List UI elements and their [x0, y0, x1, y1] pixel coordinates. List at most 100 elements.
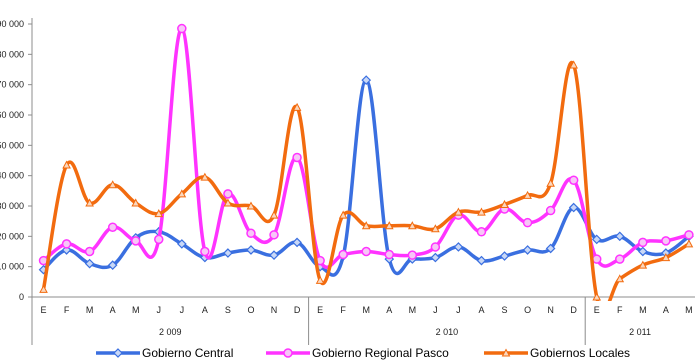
data-point: [638, 260, 648, 269]
data-point: [223, 189, 233, 199]
x-tick-label: M: [685, 305, 693, 315]
data-point: [615, 274, 625, 283]
data-point: [108, 180, 118, 189]
data-point: [177, 189, 187, 198]
x-tick-label: J: [433, 305, 438, 315]
data-point: [85, 198, 94, 207]
data-point: [568, 202, 579, 213]
data-point: [361, 75, 372, 85]
data-point: [384, 249, 395, 260]
data-point: [107, 260, 118, 270]
data-point: [315, 275, 325, 284]
data-point: [500, 199, 509, 208]
data-point: [477, 207, 486, 216]
x-tick-label: F: [64, 305, 70, 315]
data-point: [545, 205, 556, 216]
x-tick-label: E: [317, 305, 323, 315]
y-tick-label: 90 000: [0, 19, 24, 29]
data-point: [661, 253, 671, 262]
data-point: [84, 258, 95, 269]
data-point: [292, 237, 302, 248]
y-axis: 0 10 000 20 000 30 000 40 000 50 000 60 000 70 …: [0, 18, 33, 302]
data-point: [269, 250, 279, 260]
legend-swatch-marker: [283, 348, 293, 358]
x-tick-label: F: [340, 305, 346, 315]
x-group-label: 2 009: [159, 327, 182, 337]
x-tick-label: S: [502, 305, 508, 315]
data-point: [684, 230, 694, 240]
x-tick-label: N: [547, 305, 554, 315]
data-point: [569, 60, 579, 69]
x-tick-label: D: [570, 305, 577, 315]
y-tick-label: 60 000: [0, 110, 24, 120]
data-point: [39, 284, 48, 293]
y-tick-label: 10 000: [0, 262, 24, 272]
x-tick-label: O: [524, 305, 531, 315]
data-point: [637, 246, 648, 257]
x-tick-label: J: [157, 305, 162, 315]
data-point: [269, 210, 279, 219]
legend-swatch-marker: [501, 348, 511, 357]
x-axis: E F M A M J J A S O N D E F M A M J J A S O N D E F M A M 2 009 2 010 2…: [31, 296, 695, 345]
y-tick-label: 70 000: [0, 80, 24, 90]
data-point: [407, 221, 417, 230]
data-point: [223, 248, 233, 258]
x-tick-label: A: [110, 305, 116, 315]
x-tick-label: A: [478, 305, 484, 315]
data-point: [246, 245, 256, 255]
x-tick-label: F: [617, 305, 623, 315]
legend-item: Gobierno Regional Pasco: [266, 346, 449, 360]
data-point: [223, 198, 233, 207]
data-point: [545, 243, 556, 254]
legend-label: Gobierno Regional Pasco: [312, 346, 449, 360]
data-point: [176, 239, 187, 249]
x-tick-label: E: [41, 305, 47, 315]
y-tick-label: 20 000: [0, 231, 24, 241]
data-point: [338, 210, 348, 219]
data-point: [384, 221, 394, 230]
data-point: [476, 255, 487, 266]
legend-item: Gobiernos Locales: [484, 346, 630, 360]
data-point: [523, 190, 532, 199]
x-tick-label: J: [456, 305, 461, 315]
series-gobiernos-locales: [39, 60, 694, 301]
data-point: [614, 231, 625, 242]
data-point: [661, 236, 671, 246]
legend-label: Gobierno Central: [142, 346, 233, 360]
y-tick-label: 0: [19, 292, 24, 302]
x-tick-label: S: [225, 305, 231, 315]
data-point: [200, 172, 210, 181]
legend-item: Gobierno Central: [96, 346, 233, 360]
x-tick-label: M: [132, 305, 140, 315]
data-point: [361, 246, 371, 257]
data-point: [546, 178, 555, 187]
data-point: [154, 209, 164, 218]
series-gobierno-regional-pasco: [38, 23, 694, 270]
legend-label: Gobiernos Locales: [530, 346, 630, 360]
data-point: [131, 198, 141, 207]
data-point: [522, 217, 533, 228]
x-tick-label: M: [86, 305, 94, 315]
x-tick-label: N: [271, 305, 278, 315]
data-point: [177, 23, 187, 34]
x-group-label: 2 010: [436, 327, 459, 337]
data-point: [592, 292, 602, 301]
data-point: [130, 236, 141, 246]
data-point: [62, 160, 71, 169]
data-point: [338, 249, 348, 260]
data-point: [200, 246, 210, 257]
series-layer: [38, 23, 694, 301]
data-point: [407, 250, 418, 260]
data-point: [292, 152, 302, 163]
data-point: [246, 228, 256, 239]
x-tick-label: M: [639, 305, 647, 315]
x-tick-label: D: [294, 305, 301, 315]
y-tick-label: 50 000: [0, 140, 24, 150]
data-point: [591, 234, 602, 245]
x-tick-label: E: [594, 305, 600, 315]
data-point: [430, 242, 441, 252]
legend: Gobierno Central Gobierno Regional Pasco G…: [96, 346, 630, 360]
data-point: [684, 239, 694, 248]
data-point: [84, 246, 95, 257]
